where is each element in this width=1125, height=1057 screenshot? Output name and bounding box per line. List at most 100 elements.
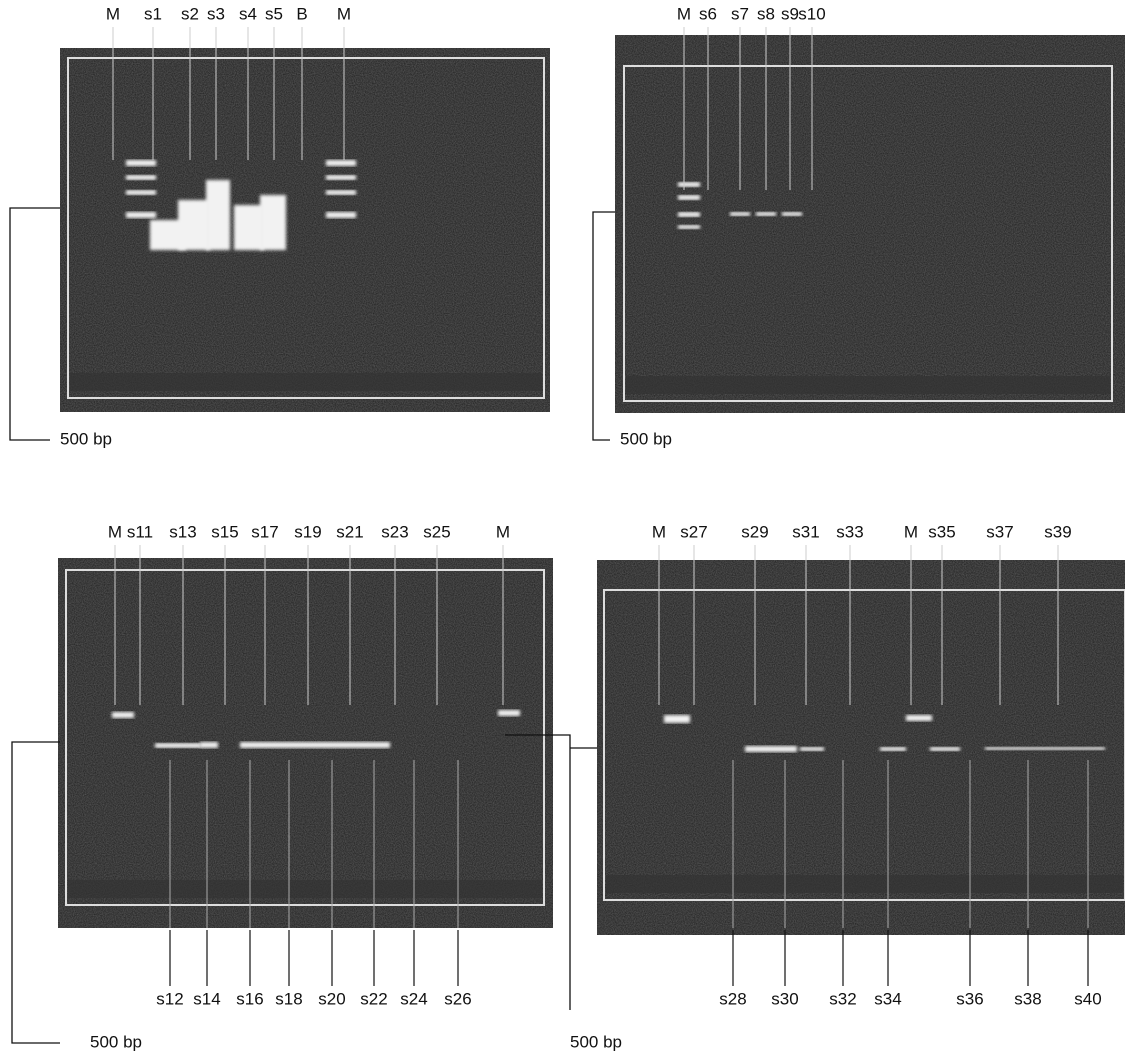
dna-band: [678, 212, 700, 217]
lane-label: s33: [836, 522, 863, 541]
gel-noise: [60, 48, 550, 412]
lane-label: s36: [956, 989, 983, 1008]
dna-band: [326, 190, 356, 195]
dna-band: [930, 747, 960, 751]
lane-label: s11: [127, 522, 153, 541]
lane-label: s19: [294, 522, 321, 541]
lane-label: s16: [236, 989, 263, 1008]
marker-bracket: [505, 734, 597, 1010]
lane-label: s25: [423, 522, 450, 541]
gel-frame: [65, 569, 545, 906]
marker-label: 500 bp: [570, 1032, 622, 1051]
lane-label: s13: [169, 522, 196, 541]
lane-label: s32: [829, 989, 856, 1008]
dna-band: [756, 212, 776, 216]
lane-label: M: [652, 522, 666, 541]
lane-label: s38: [1014, 989, 1041, 1008]
dna-band: [240, 742, 390, 748]
dna-band: [782, 212, 802, 216]
lane-label: s5: [265, 4, 283, 23]
dna-band: [126, 175, 156, 180]
lane-label: s31: [792, 522, 819, 541]
marker-bracket: [11, 741, 60, 1044]
lane-label: B: [296, 4, 307, 23]
gel-caption-bar: [626, 376, 1110, 394]
lane-label: M: [496, 522, 510, 541]
dna-band: [155, 743, 201, 748]
lane-label: s8: [757, 4, 775, 23]
lane-label: s1: [144, 4, 162, 23]
dna-band: [178, 200, 210, 250]
gel-panel: [597, 545, 1125, 935]
lane-label: s40: [1074, 989, 1101, 1008]
lane-label: M: [108, 522, 122, 541]
dna-band: [206, 180, 230, 250]
dna-band: [678, 225, 700, 229]
dna-band: [678, 195, 700, 200]
gel-noise: [615, 35, 1125, 413]
dna-band: [234, 205, 264, 250]
lane-label: s20: [318, 989, 345, 1008]
lane-label: s18: [275, 989, 302, 1008]
lane-label: s17: [251, 522, 278, 541]
lane-label: s37: [986, 522, 1013, 541]
dna-band: [200, 742, 218, 748]
dna-band: [800, 747, 824, 751]
dna-band: [326, 175, 356, 180]
marker-label: 500 bp: [60, 429, 112, 448]
dna-band: [126, 212, 156, 218]
lane-label: s2: [181, 4, 199, 23]
lane-label: s23: [381, 522, 408, 541]
lane-label: s39: [1044, 522, 1071, 541]
marker-label: 500 bp: [90, 1032, 142, 1051]
lane-label: s10: [798, 4, 825, 23]
dna-band: [745, 746, 797, 752]
dna-band: [664, 715, 690, 723]
dna-band: [126, 160, 156, 166]
lane-label: s4: [239, 4, 257, 23]
gel-caption-bar: [70, 373, 542, 391]
dna-band: [326, 160, 356, 166]
dna-band: [880, 747, 906, 751]
gel-panel: [58, 545, 553, 928]
gel-frame: [67, 57, 545, 399]
dna-band: [498, 710, 520, 716]
lane-label: s30: [771, 989, 798, 1008]
lane-label: s35: [928, 522, 955, 541]
dna-band: [260, 195, 286, 250]
lane-label: s9: [781, 4, 799, 23]
lane-label: s12: [156, 989, 183, 1008]
dna-band: [126, 190, 156, 195]
lane-label: s28: [719, 989, 746, 1008]
gel-frame: [603, 589, 1125, 901]
lane-label: s26: [444, 989, 471, 1008]
lane-label: s27: [680, 522, 707, 541]
marker-bracket: [9, 207, 60, 441]
lane-label: s6: [699, 4, 717, 23]
dna-band: [730, 212, 750, 216]
lane-label: s15: [211, 522, 238, 541]
gel-caption-bar: [68, 880, 542, 898]
lane-label: s24: [400, 989, 427, 1008]
lane-label: s22: [360, 989, 387, 1008]
marker-label: 500 bp: [620, 429, 672, 448]
lane-label: M: [904, 522, 918, 541]
lane-label: M: [337, 4, 351, 23]
lane-label: M: [677, 4, 691, 23]
dna-band: [985, 747, 1105, 750]
lane-label: s7: [731, 4, 749, 23]
gel-caption-bar: [606, 875, 1123, 893]
lane-label: s34: [874, 989, 901, 1008]
marker-bracket: [592, 211, 615, 441]
gel-panel: [615, 27, 1125, 413]
gel-frame: [623, 65, 1113, 402]
dna-band: [906, 715, 932, 721]
lane-label: s29: [741, 522, 768, 541]
gel-panel: [60, 27, 550, 412]
dna-band: [112, 712, 134, 718]
dna-band: [326, 212, 356, 218]
lane-label: M: [106, 4, 120, 23]
lane-label: s14: [193, 989, 220, 1008]
